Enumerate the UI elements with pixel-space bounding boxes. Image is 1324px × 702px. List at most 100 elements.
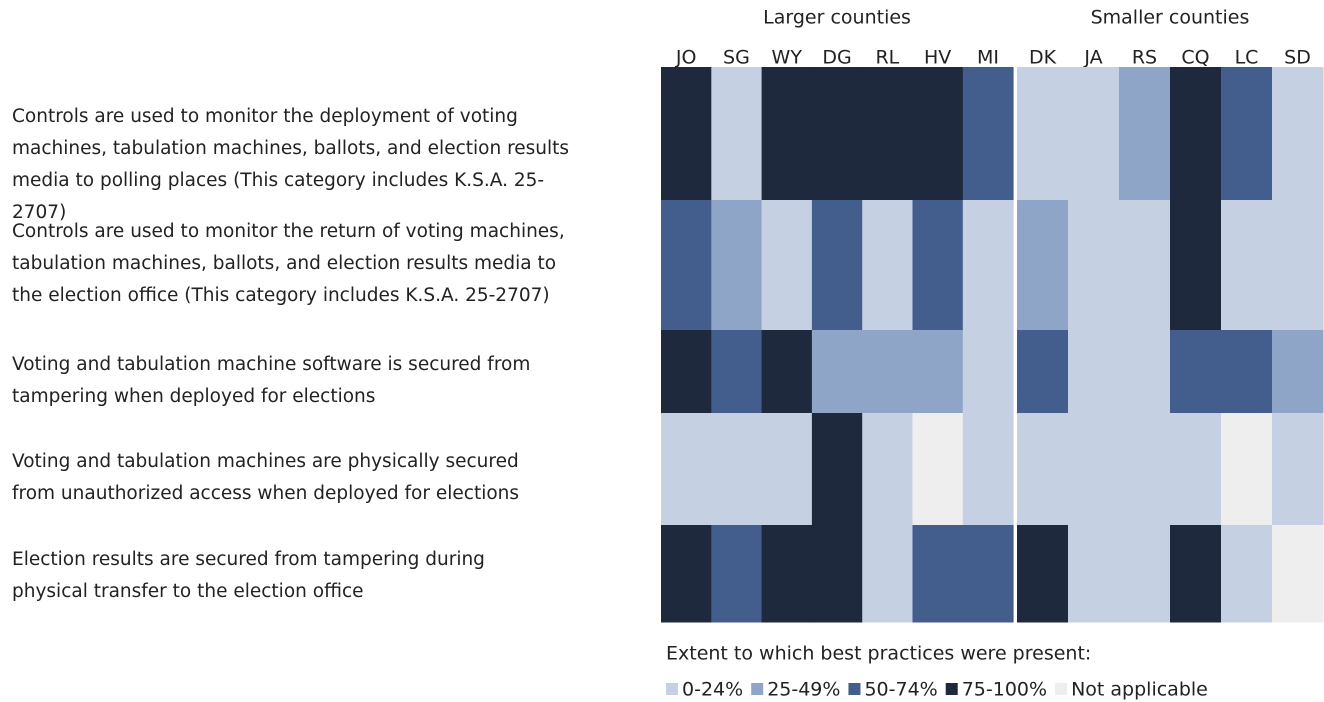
legend-swatch: [666, 683, 678, 695]
heatmap-cell: [1068, 525, 1120, 623]
heatmap-cell: [912, 67, 964, 201]
column-label: JA: [1083, 47, 1102, 69]
row-label: Controls are used to monitor the return …: [12, 221, 565, 242]
row-label: from unauthorized access when deployed f…: [12, 483, 519, 504]
row-label: 2707): [12, 202, 66, 223]
heatmap-cell: [711, 413, 763, 526]
group-label: Smaller counties: [1091, 7, 1250, 29]
heatmap-cell: [761, 525, 813, 623]
legend-swatch: [751, 683, 764, 695]
heatmap-cell: [1170, 200, 1222, 331]
heatmap-cell: [912, 200, 964, 331]
heatmap-cell: [1272, 330, 1324, 414]
heatmap-cell: [1119, 330, 1171, 414]
heatmap-cell: [912, 525, 964, 623]
heatmap-cell: [912, 413, 964, 526]
heatmap-cell: [1272, 525, 1324, 623]
heatmap-cell: [1272, 200, 1324, 331]
column-label: SG: [723, 47, 750, 69]
heatmap-cell: [1068, 200, 1120, 331]
legend-label: 50-74%: [864, 679, 937, 701]
heatmap-cell: [811, 67, 863, 201]
heatmap-cell: [711, 525, 763, 623]
heatmap-cell: [1119, 525, 1171, 623]
heatmap-cell: [1221, 330, 1273, 414]
heatmap-cell: [661, 525, 712, 623]
legend-label: 25-49%: [767, 679, 840, 701]
column-label: MI: [977, 47, 999, 69]
heatmap-cell: [711, 200, 763, 331]
heatmap-cell: [1170, 330, 1222, 414]
legend-swatch: [945, 683, 958, 695]
row-label: tampering when deployed for elections: [12, 386, 375, 407]
heatmap-cell: [862, 200, 913, 331]
column-label: RS: [1132, 47, 1157, 69]
heatmap-cell: [1119, 67, 1171, 201]
heatmap-cell: [1119, 413, 1171, 526]
column-label: LC: [1235, 47, 1259, 69]
column-label: DG: [822, 47, 851, 69]
heatmap-cell: [1119, 200, 1171, 331]
legend-label: Not applicable: [1071, 679, 1208, 701]
column-label: SD: [1284, 47, 1311, 69]
column-label: DK: [1029, 47, 1057, 69]
heatmap-cell: [862, 330, 913, 414]
heatmap-cell: [1017, 525, 1069, 623]
heatmap-cell: [1068, 413, 1120, 526]
heatmap-cell: [1272, 413, 1324, 526]
heatmap-cell: [811, 413, 863, 526]
legend-swatch: [1055, 683, 1068, 695]
legend-label: 0-24%: [682, 679, 743, 701]
heatmap-cell: [1017, 413, 1069, 526]
legend-swatch: [848, 683, 861, 695]
heatmap-cell: [862, 525, 913, 623]
heatmap-cell: [661, 200, 712, 331]
heatmap-cell: [1068, 330, 1120, 414]
heatmap-cell: [1221, 67, 1273, 201]
row-label: tabulation machines, ballots, and electi…: [12, 253, 556, 274]
column-label: CQ: [1181, 47, 1209, 69]
heatmap-cell: [1017, 200, 1069, 331]
heatmap-cell: [811, 525, 863, 623]
row-label: the election office (This category inclu…: [12, 285, 550, 306]
heatmap-cell: [862, 413, 913, 526]
row-label: Voting and tabulation machines are physi…: [12, 451, 519, 472]
heatmap-cell: [862, 67, 913, 201]
heatmap-cell: [661, 330, 712, 414]
heatmap-cell: [1272, 67, 1324, 201]
heatmap-cell: [962, 413, 1014, 526]
row-label: machines, tabulation machines, ballots, …: [12, 138, 569, 159]
heatmap-cell: [811, 200, 863, 331]
heatmap-cell: [661, 67, 712, 201]
heatmap-cell: [811, 330, 863, 414]
heatmap-cell: [962, 330, 1014, 414]
heatmap-cell: [1170, 67, 1222, 201]
heatmap-cell: [1221, 200, 1273, 331]
row-label: Controls are used to monitor the deploym…: [12, 106, 518, 127]
column-label: JO: [675, 47, 697, 69]
heatmap-cell: [1170, 525, 1222, 623]
heatmap-cell: [761, 413, 813, 526]
heatmap-cell: [761, 200, 813, 331]
column-label: HV: [924, 47, 951, 69]
column-label: WY: [772, 47, 803, 69]
column-label: RL: [875, 47, 899, 69]
heatmap-cell: [711, 67, 763, 201]
heatmap-cell: [1017, 330, 1069, 414]
heatmap-cell: [661, 413, 712, 526]
heatmap-cell: [761, 330, 813, 414]
heatmap-cell: [1068, 67, 1120, 201]
row-label: Voting and tabulation machine software i…: [12, 354, 530, 375]
legend-title: Extent to which best practices were pres…: [666, 643, 1091, 665]
heatmap-cell: [962, 200, 1014, 331]
group-label: Larger counties: [763, 7, 911, 29]
heatmap-cell: [761, 67, 813, 201]
legend-label: 75-100%: [962, 679, 1047, 701]
row-label: physical transfer to the election office: [12, 581, 364, 602]
heatmap-cell: [912, 330, 964, 414]
heatmap-cell: [711, 330, 763, 414]
heatmap-cell: [1221, 413, 1273, 526]
heatmap-cell: [1170, 413, 1222, 526]
row-label: Election results are secured from tamper…: [12, 549, 485, 570]
